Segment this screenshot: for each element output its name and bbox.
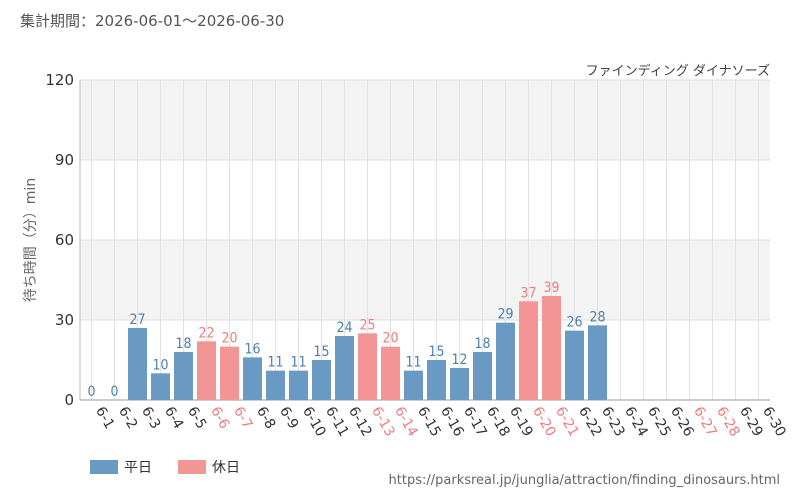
bar-value-label-6-8: 16 [244, 341, 260, 357]
chart-legend: 平日 休日 [90, 457, 266, 477]
bar-value-label-6-20: 37 [520, 285, 536, 301]
legend-label-weekday: 平日 [124, 460, 152, 476]
bar-6-23 [588, 325, 607, 400]
bar-value-label-6-9: 11 [267, 355, 283, 371]
plot-band [80, 80, 770, 160]
x-tick-label-6-4: 6-4 [161, 404, 186, 432]
legend-swatch-weekday [90, 460, 118, 474]
bar-value-label-6-10: 11 [290, 355, 306, 371]
x-tick-label-6-13: 6-13 [368, 404, 398, 440]
bar-6-21 [542, 296, 561, 400]
x-tick-label-6-3: 6-3 [138, 404, 163, 432]
bar-6-14 [381, 346, 400, 400]
wait-time-bar-chart: 030609012006-106-2276-3106-4186-5226-620… [45, 71, 789, 440]
plot-band [80, 160, 770, 240]
legend-item-weekday: 平日 [90, 457, 152, 477]
x-tick-label-6-15: 6-15 [414, 404, 444, 440]
x-tick-label-6-22: 6-22 [575, 404, 605, 440]
y-tick-label: 90 [55, 151, 74, 169]
plot-band [80, 240, 770, 320]
bar-6-8 [243, 357, 262, 400]
plot-band [80, 320, 770, 400]
bar-6-12 [335, 336, 354, 400]
bar-value-label-6-12: 24 [336, 320, 352, 336]
x-tick-label-6-5: 6-5 [184, 404, 209, 432]
bar-value-label-6-23: 28 [589, 309, 605, 325]
bar-value-label-6-11: 15 [313, 344, 329, 360]
bar-6-13 [358, 333, 377, 400]
bar-6-18 [473, 352, 492, 400]
bar-6-3 [128, 328, 147, 400]
attraction-name: ファインディング ダイナソーズ [585, 64, 770, 79]
y-tick-label: 60 [55, 231, 74, 249]
x-tick-label-6-17: 6-17 [460, 404, 490, 440]
bar-value-label-6-3: 27 [129, 312, 145, 328]
x-tick-label-6-14: 6-14 [391, 404, 421, 440]
bar-value-label-6-2: 0 [110, 384, 118, 400]
x-tick-label-6-27: 6-27 [690, 404, 720, 440]
x-tick-label-6-24: 6-24 [621, 404, 651, 440]
bar-6-7 [220, 346, 239, 400]
legend-item-holiday: 休日 [178, 457, 240, 477]
x-tick-label-6-21: 6-21 [552, 404, 582, 440]
x-tick-label-6-29: 6-29 [736, 404, 766, 440]
y-tick-label: 0 [64, 391, 74, 409]
x-tick-label-6-30: 6-30 [759, 404, 789, 440]
bar-6-9 [266, 370, 285, 400]
x-tick-label-6-9: 6-9 [276, 404, 301, 432]
x-tick-label-6-19: 6-19 [506, 404, 536, 440]
bar-value-label-6-6: 22 [198, 325, 214, 341]
bar-6-15 [404, 370, 423, 400]
bar-6-20 [519, 301, 538, 400]
bar-value-label-6-4: 10 [152, 357, 168, 373]
bar-value-label-6-15: 11 [405, 355, 421, 371]
legend-label-holiday: 休日 [212, 460, 240, 476]
bar-value-label-6-14: 20 [382, 331, 398, 347]
x-tick-label-6-11: 6-11 [322, 404, 352, 440]
bar-value-label-6-13: 25 [359, 317, 375, 333]
bar-value-label-6-22: 26 [566, 315, 582, 331]
x-tick-label-6-23: 6-23 [598, 404, 628, 440]
x-tick-label-6-10: 6-10 [299, 404, 329, 440]
bar-6-10 [289, 370, 308, 400]
bar-6-17 [450, 368, 469, 400]
bar-value-label-6-18: 18 [474, 336, 490, 352]
bar-6-6 [197, 341, 216, 400]
bar-value-label-6-17: 12 [451, 352, 467, 368]
bar-6-22 [565, 330, 584, 400]
x-tick-label-6-7: 6-7 [230, 404, 255, 432]
x-tick-label-6-1: 6-1 [92, 404, 117, 432]
y-tick-label: 30 [55, 311, 74, 329]
x-tick-label-6-6: 6-6 [207, 404, 232, 432]
bar-6-19 [496, 322, 515, 400]
x-tick-label-6-8: 6-8 [253, 404, 278, 432]
x-tick-label-6-18: 6-18 [483, 404, 513, 440]
y-tick-label: 120 [45, 71, 74, 89]
bar-value-label-6-5: 18 [175, 336, 191, 352]
bar-value-label-6-21: 39 [543, 280, 559, 296]
x-tick-label-6-20: 6-20 [529, 404, 559, 440]
bar-value-label-6-19: 29 [497, 307, 513, 323]
x-tick-label-6-25: 6-25 [644, 404, 674, 440]
bar-value-label-6-1: 0 [87, 384, 95, 400]
bar-value-label-6-16: 15 [428, 344, 444, 360]
bar-value-label-6-7: 20 [221, 331, 237, 347]
source-url: https://parksreal.jp/junglia/attraction/… [388, 473, 780, 488]
x-tick-label-6-2: 6-2 [115, 404, 140, 432]
x-tick-label-6-26: 6-26 [667, 404, 697, 440]
bar-6-11 [312, 360, 331, 400]
collection-period: 集計期間：2026-06-01～2026-06-30 [20, 12, 285, 30]
x-tick-label-6-28: 6-28 [713, 404, 743, 440]
x-tick-label-6-16: 6-16 [437, 404, 467, 440]
x-tick-label-6-12: 6-12 [345, 404, 375, 440]
bar-6-5 [174, 352, 193, 400]
bar-6-4 [151, 373, 170, 400]
legend-swatch-holiday [178, 460, 206, 474]
bar-6-16 [427, 360, 446, 400]
